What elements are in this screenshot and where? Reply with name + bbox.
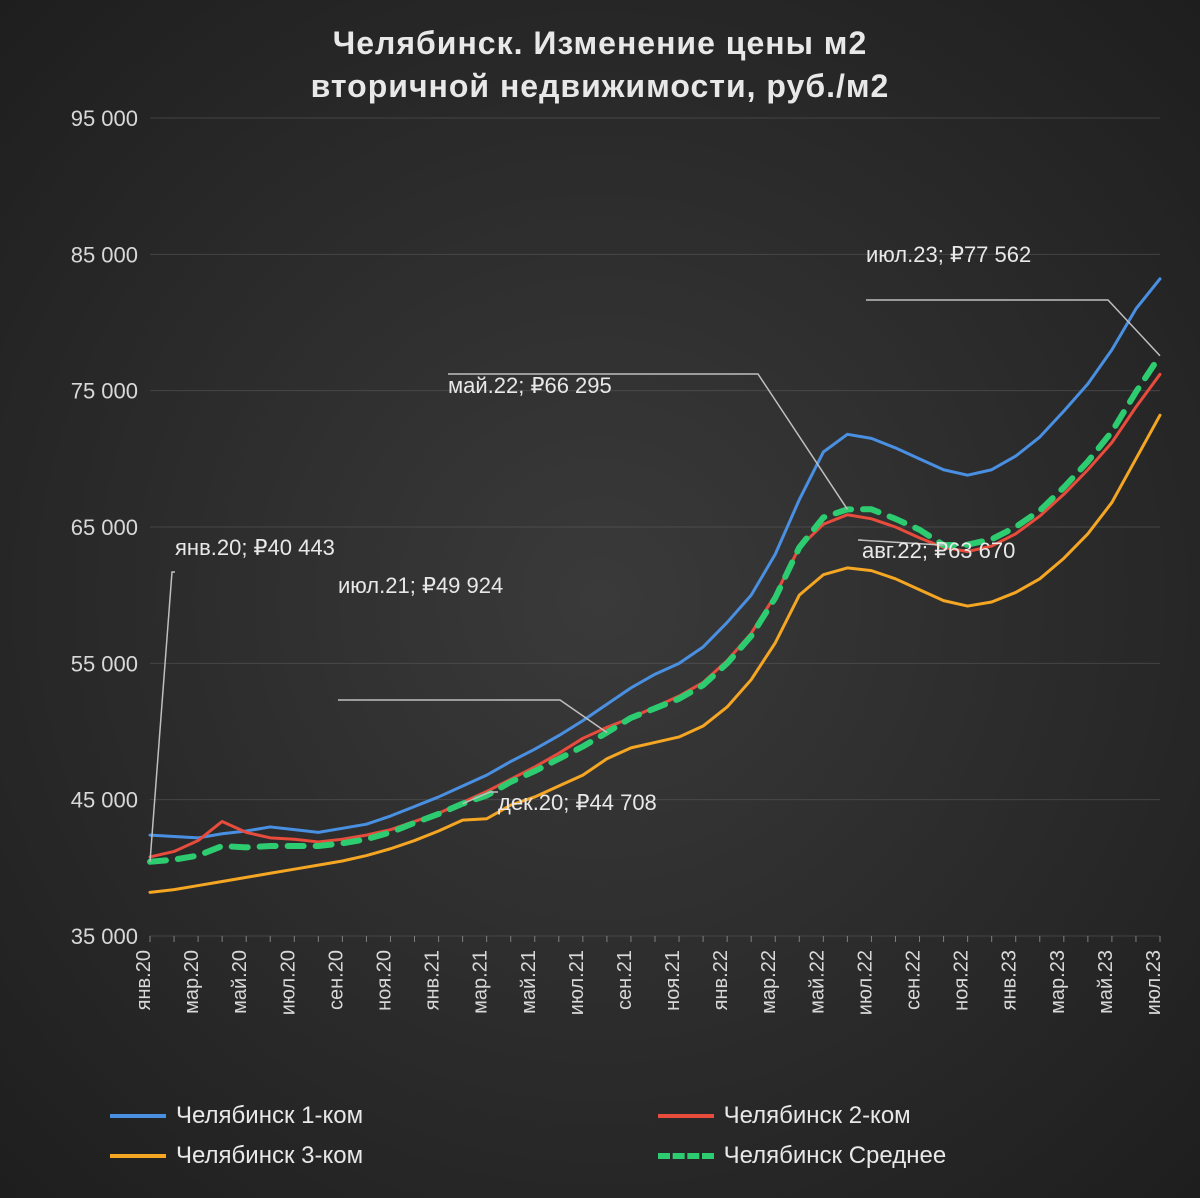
xtick-label: мар.22 bbox=[758, 950, 780, 1014]
ytick-label: 45 000 bbox=[71, 788, 138, 813]
xtick-label: сен.20 bbox=[325, 950, 347, 1010]
xtick-label: янв.21 bbox=[422, 950, 444, 1010]
annotation-label: авг.22; ₽63 670 bbox=[862, 538, 1015, 563]
annotation-label: янв.20; ₽40 443 bbox=[175, 535, 335, 560]
xtick-label: янв.20 bbox=[133, 950, 155, 1010]
xtick-label: июл.21 bbox=[566, 950, 588, 1015]
chart-legend: Челябинск 1-ком Челябинск 2-ком Челябинск … bbox=[110, 1102, 1170, 1170]
ytick-label: 55 000 bbox=[71, 651, 138, 676]
series-line bbox=[150, 415, 1160, 892]
legend-label: Челябинск Среднее bbox=[724, 1142, 947, 1170]
legend-label: Челябинск 2-ком bbox=[724, 1102, 911, 1130]
xtick-label: ноя.20 bbox=[373, 950, 395, 1011]
ytick-label: 95 000 bbox=[71, 106, 138, 131]
legend-swatch bbox=[110, 1154, 166, 1158]
xtick-label: июл.22 bbox=[854, 950, 876, 1015]
annotation-label: июл.23; ₽77 562 bbox=[866, 242, 1031, 267]
annotation-label: май.22; ₽66 295 bbox=[448, 373, 612, 398]
legend-item: Челябинск 2-ком bbox=[658, 1102, 1146, 1130]
xtick-label: сен.22 bbox=[903, 950, 925, 1010]
legend-item: Челябинск 3-ком bbox=[110, 1142, 598, 1170]
annotation-leader bbox=[150, 572, 175, 862]
xtick-label: май.20 bbox=[229, 950, 251, 1014]
legend-swatch bbox=[658, 1114, 714, 1118]
xtick-label: июл.23 bbox=[1143, 950, 1165, 1015]
ytick-label: 85 000 bbox=[71, 242, 138, 267]
xtick-label: июл.20 bbox=[277, 950, 299, 1015]
chart-container: Челябинск. Изменение цены м2 вторичной н… bbox=[0, 0, 1200, 1198]
ytick-label: 35 000 bbox=[71, 924, 138, 949]
legend-swatch bbox=[110, 1114, 166, 1118]
xtick-label: янв.22 bbox=[710, 950, 732, 1010]
legend-swatch bbox=[658, 1153, 714, 1159]
series-line bbox=[150, 374, 1160, 857]
legend-item: Челябинск Среднее bbox=[658, 1142, 1146, 1170]
xtick-label: сен.21 bbox=[614, 950, 636, 1010]
xtick-label: май.21 bbox=[518, 950, 540, 1014]
xtick-label: ноя.22 bbox=[951, 950, 973, 1011]
xtick-label: май.23 bbox=[1095, 950, 1117, 1014]
line-chart: 35 000 45 000 55 000 65 000 75 000 85 000 95 0… bbox=[0, 0, 1200, 1060]
xtick-label: май.22 bbox=[806, 950, 828, 1014]
legend-label: Челябинск 1-ком bbox=[176, 1102, 363, 1130]
series-line bbox=[150, 356, 1160, 862]
xtick-label: мар.21 bbox=[470, 950, 492, 1014]
annotation-label: июл.21; ₽49 924 bbox=[338, 573, 503, 598]
annotation-label: дек.20; ₽44 708 bbox=[498, 790, 657, 815]
ytick-label: 75 000 bbox=[71, 379, 138, 404]
annotation-leader bbox=[866, 300, 1160, 356]
xtick-label: мар.20 bbox=[181, 950, 203, 1014]
xtick-label: ноя.21 bbox=[662, 950, 684, 1011]
annotation-leader bbox=[338, 700, 607, 733]
xtick-label: мар.23 bbox=[1047, 950, 1069, 1014]
legend-label: Челябинск 3-ком bbox=[176, 1142, 363, 1170]
ytick-label: 65 000 bbox=[71, 515, 138, 540]
legend-item: Челябинск 1-ком bbox=[110, 1102, 598, 1130]
xtick-label: янв.23 bbox=[999, 950, 1021, 1010]
